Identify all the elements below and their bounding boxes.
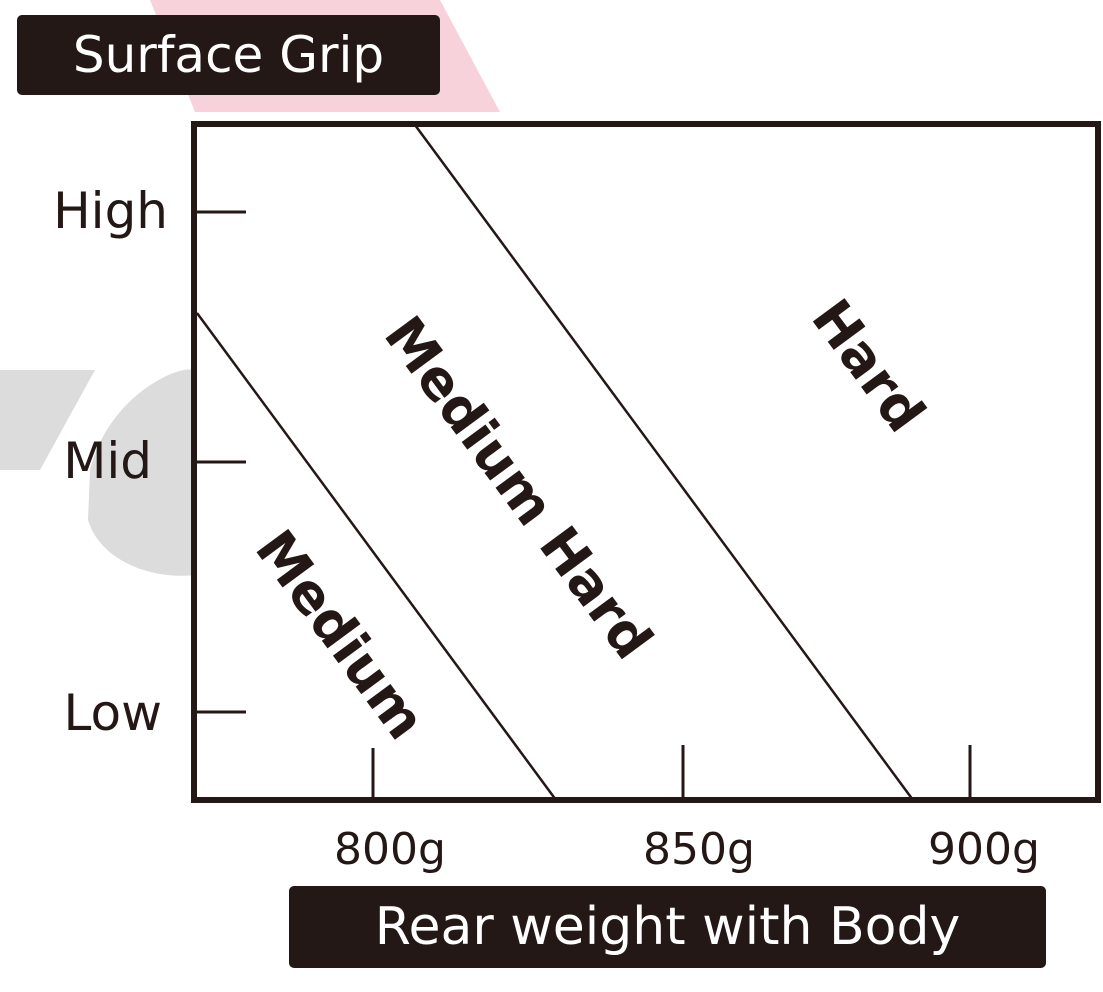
boundary-mediumhard-hard bbox=[413, 124, 915, 801]
y-tick-label-high: High bbox=[53, 182, 168, 240]
chart-title: Surface Grip bbox=[72, 26, 385, 84]
gray-watermark-shape bbox=[0, 369, 195, 576]
x-axis-label: Rear weight with Body bbox=[374, 897, 961, 957]
plot-frame bbox=[191, 121, 1101, 803]
x-tick-label-850g: 850g bbox=[643, 824, 755, 875]
x-axis-label-box: Rear weight with Body bbox=[289, 886, 1046, 968]
y-tick-label-mid: Mid bbox=[63, 432, 152, 490]
boundary-medium-mediumhard bbox=[195, 312, 558, 801]
y-tick-label-low: Low bbox=[63, 684, 162, 742]
title-box: Surface Grip bbox=[17, 15, 440, 95]
x-tick-label-900g: 900g bbox=[928, 824, 1040, 875]
x-tick-label-800g: 800g bbox=[334, 824, 446, 875]
